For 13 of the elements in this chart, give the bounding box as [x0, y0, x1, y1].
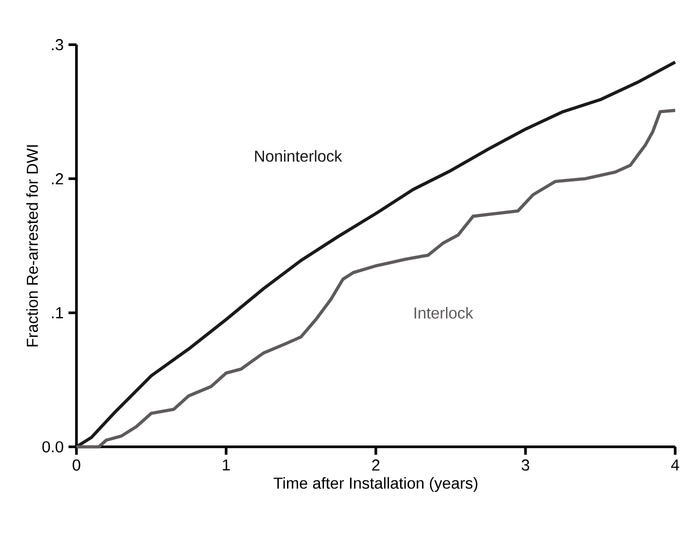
- x-axis-title: Time after Installation (years): [274, 477, 478, 492]
- text: Noninterlock: [255, 150, 342, 162]
- y-tick-label: .2: [52, 173, 64, 184]
- x-tick-label: 4: [671, 459, 680, 470]
- y-tick-label: 0.0: [42, 441, 64, 452]
- text: Interlock: [414, 306, 474, 319]
- x-tick-label: 1: [222, 459, 230, 470]
- x-tick-label: 0: [72, 459, 80, 471]
- x-tick-label: 2: [372, 459, 380, 470]
- y-tick-label: .3: [52, 39, 64, 50]
- y-tick-label: .1: [52, 307, 64, 318]
- y-axis-title: Fraction Re-arrested for DWI: [26, 145, 38, 346]
- x-tick-label: 3: [522, 459, 530, 471]
